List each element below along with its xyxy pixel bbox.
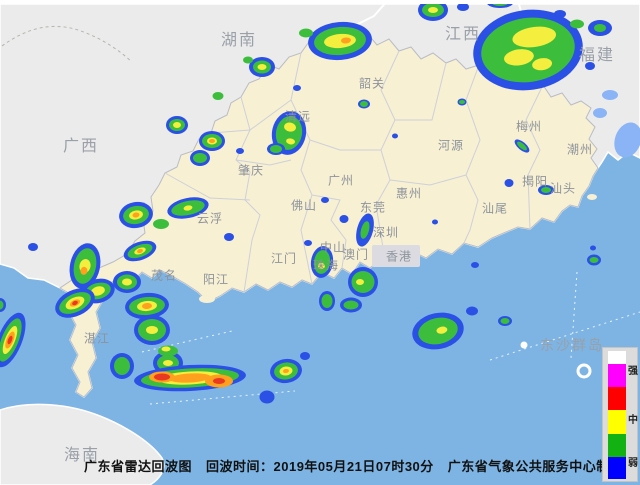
radar-echo-cell [570,19,584,29]
radar-echo-cell [471,262,479,268]
radar-echo-cell [110,353,134,379]
legend-color-yellow [608,410,626,434]
guangdong-province [59,28,599,398]
city-boundaries [164,50,544,293]
radar-echo-cell [113,271,141,293]
legend-color-green [608,434,626,457]
radar-echo-cell [166,116,188,134]
radar-echo-cell [259,390,275,404]
radar-echo-cell [587,254,601,266]
radar-echo-cell [125,292,169,320]
radar-echo-cell [167,197,209,219]
radar-echo-cell [392,133,398,139]
radar-echo-layer [0,0,640,404]
radar-echo-cell [69,243,101,289]
radar-echo-cell [293,85,301,91]
top-border-strip [0,0,640,4]
radar-echo-cell [304,240,312,246]
radar-echo-cell [205,374,233,388]
radar-echo-cell [588,20,612,36]
radar-echo-cell [473,9,583,91]
radar-echo-cell [418,0,448,21]
radar-echo-cell [243,56,253,64]
hong-kong-region [372,245,420,267]
radar-echo-cell [308,21,372,61]
radar-echo-cell [514,139,530,153]
radar-echo-cell [348,267,378,297]
radar-echo-cell [412,312,464,350]
radar-echo-cell [538,185,554,195]
radar-echo-cell [432,219,438,225]
radar-echo-cell [585,62,595,70]
radar-echo-cell [358,99,370,109]
legend-color-magenta [608,364,626,387]
radar-echo-cell [602,90,618,100]
radar-echo-cell [153,219,169,229]
radar-echo-cell [319,291,335,311]
radar-echo-cell [0,298,6,312]
radar-echo-cell [299,28,313,38]
legend-label-strong: 强 [628,366,638,377]
radar-echo-cell [457,98,467,106]
legend-color-blue [608,457,626,479]
caption-echo-time: 回波时间：2019年05月21日07时30分 [206,459,434,474]
radar-echo-cell [28,243,38,251]
radar-echo-cell [321,197,329,203]
radar-echo-cell [123,240,157,262]
radar-echo-cell [249,57,275,77]
dongsha-atoll-ring [576,363,592,379]
radar-echo-cell [339,215,349,223]
radar-echo-cell [199,131,225,151]
radar-echo-cell [119,201,153,229]
legend-color-bar [608,351,626,479]
radar-echo-cell [0,312,26,368]
legend-label-medium: 中 [628,415,638,426]
dongsha-islet [520,341,528,349]
hainan-island [0,403,165,485]
radar-echo-cell [224,233,234,241]
radar-echo-cell [212,92,224,100]
legend-color-red [608,387,626,410]
radar-echo-cell [340,297,362,313]
radar-echo-cell [190,150,210,166]
radar-echo-cell [300,352,310,360]
radar-echo-cell [267,143,285,155]
legend-label-weak: 弱 [628,458,638,469]
radar-echo-cell [310,246,334,278]
radar-echo-cell [498,316,512,326]
intensity-legend: 强中弱 [602,347,638,482]
caption-credit: 广东省气象公共服务中心制作 [447,459,624,474]
small-islands [199,194,597,379]
radar-echo-cell [554,10,566,18]
radar-echo-cell [466,306,478,316]
radar-echo-cell [236,148,244,154]
radar-echo-cell [590,245,596,251]
radar-echo-cell [134,315,170,345]
radar-echo-cell [504,179,514,187]
radar-echo-cell [55,288,95,318]
legend-color-blank [608,351,626,364]
radar-echo-cell [158,345,178,357]
radar-echo-cell [593,108,607,118]
dashed-province-border [1,25,133,63]
radar-echo-cell [149,371,175,383]
caption-title: 广东省雷达回波图 [84,459,193,474]
radar-echo-cell [614,122,640,158]
radar-echo-cell [356,213,374,247]
map-caption: 广东省雷达回波图 回波时间：2019年05月21日07时30分 广东省气象公共服… [84,456,623,475]
radar-echo-cell [457,3,469,11]
radar-echo-cell [270,358,302,384]
